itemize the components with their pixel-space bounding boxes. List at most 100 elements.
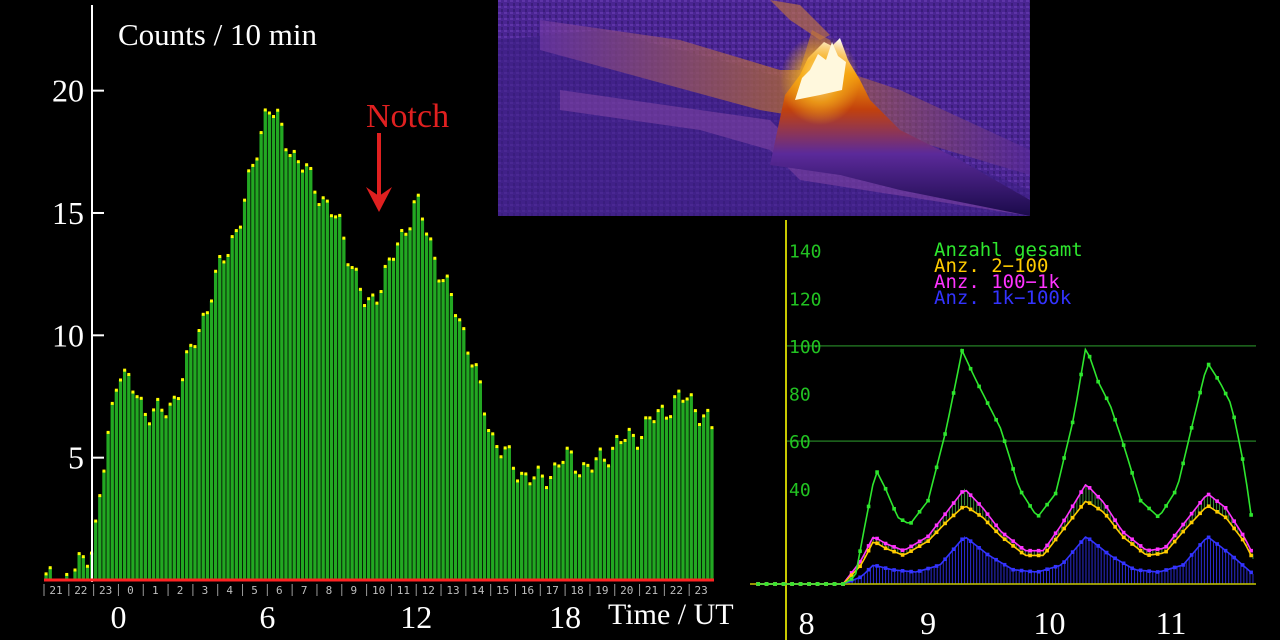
histogram-bar-top xyxy=(152,408,156,412)
histogram-bar xyxy=(313,192,317,580)
histogram-bar-top xyxy=(644,416,648,420)
histogram-hour-label: 16 xyxy=(521,584,534,597)
histogram-bar xyxy=(524,473,528,580)
histogram-bar xyxy=(143,414,147,580)
series-point xyxy=(1011,567,1015,572)
histogram-bar-top xyxy=(540,474,544,478)
histogram-bar-top xyxy=(462,327,466,331)
series-point xyxy=(960,537,964,542)
histogram-bar-top xyxy=(635,446,639,450)
series-point xyxy=(1164,544,1168,549)
histogram-bar-top xyxy=(487,428,491,432)
histogram-bar-top xyxy=(598,447,602,451)
series-point xyxy=(1121,535,1126,540)
legend-entry: Anzahl gesamt xyxy=(934,239,1083,261)
histogram-bar xyxy=(511,468,516,580)
histogram-bar xyxy=(321,197,325,580)
series-point xyxy=(1155,570,1160,574)
series-point xyxy=(1028,569,1032,574)
histogram-hour-label: 21 xyxy=(645,584,658,597)
histogram-bar xyxy=(333,216,338,580)
histogram-bar xyxy=(371,295,375,580)
histogram-bar-top xyxy=(106,430,110,434)
series-point xyxy=(858,564,862,569)
series-point xyxy=(1036,513,1041,518)
histogram-bar-top xyxy=(396,242,400,246)
histogram-bar-top xyxy=(458,318,462,322)
histogram-bar-top xyxy=(238,225,242,229)
histogram-bar xyxy=(582,463,586,580)
histogram-hour-label: 15 xyxy=(496,584,509,597)
histogram-bar xyxy=(151,409,156,580)
series-point xyxy=(977,502,981,506)
histogram-bar-top xyxy=(445,274,449,278)
series-point xyxy=(866,548,871,553)
series-point xyxy=(1011,467,1015,471)
histogram-bar xyxy=(668,416,673,580)
series-point xyxy=(1155,514,1160,519)
histogram-bar xyxy=(242,200,247,580)
histogram-bar xyxy=(449,294,454,580)
histogram-bar xyxy=(329,215,334,580)
series-point xyxy=(1215,499,1219,503)
histogram-bar-top xyxy=(350,266,354,270)
series-point xyxy=(1087,501,1092,505)
histogram-x-tick-label: 0 xyxy=(110,599,126,635)
histogram-y-tick-label: 5 xyxy=(68,440,84,476)
histogram-bar xyxy=(429,238,433,580)
line-chart-y-tick-label: 40 xyxy=(789,480,811,501)
histogram-bar-top xyxy=(185,350,189,354)
histogram-bar xyxy=(590,471,594,580)
series-point xyxy=(1011,544,1015,548)
histogram-bar-top xyxy=(578,474,582,478)
histogram-bar xyxy=(611,448,615,580)
series-point xyxy=(985,401,990,405)
series-point xyxy=(1198,511,1202,516)
series-point xyxy=(1223,391,1228,396)
series-point xyxy=(1053,491,1058,496)
series-point xyxy=(1240,563,1245,567)
series-point xyxy=(773,582,777,586)
histogram-bar-top xyxy=(425,232,429,236)
histogram-bar-top xyxy=(545,486,548,490)
histogram-bar xyxy=(280,124,284,580)
series-point xyxy=(1240,532,1245,537)
series-point xyxy=(926,539,930,543)
series-point xyxy=(1130,566,1134,571)
series-point xyxy=(1062,518,1066,523)
histogram-bar-top xyxy=(156,397,160,401)
histogram-bar-top xyxy=(193,345,197,349)
histogram-bar xyxy=(218,256,222,580)
histogram-bar xyxy=(185,351,189,580)
series-point xyxy=(1147,548,1151,553)
histogram-bar xyxy=(276,110,280,580)
histogram-bar-top xyxy=(94,519,98,523)
histogram-bar-top xyxy=(656,409,660,413)
histogram-bar xyxy=(164,416,168,580)
series-point xyxy=(917,509,922,514)
series-point xyxy=(994,529,998,534)
histogram-bar-top xyxy=(127,372,131,376)
series-point xyxy=(1138,548,1143,553)
histogram-bar-top xyxy=(119,378,123,382)
histogram-bar xyxy=(532,477,536,580)
series-point xyxy=(1189,520,1194,525)
histogram-bar xyxy=(569,451,573,580)
legend-entry: Anz. 2−100 xyxy=(934,255,1048,277)
series-point xyxy=(1062,560,1066,564)
histogram-bar xyxy=(648,417,652,580)
series-point xyxy=(1215,542,1219,546)
series-point xyxy=(1113,417,1117,422)
histogram-bar xyxy=(85,566,90,580)
histogram-bar-top xyxy=(255,157,259,161)
histogram-bar xyxy=(416,195,420,580)
series-point xyxy=(909,549,913,553)
histogram-bar xyxy=(267,113,272,580)
series-point xyxy=(1232,519,1236,523)
series-point xyxy=(1079,505,1083,509)
histogram-bar xyxy=(106,432,110,580)
histogram-bar-top xyxy=(702,414,706,418)
histogram-bar xyxy=(73,570,77,580)
series-point xyxy=(1155,547,1160,552)
histogram-bar xyxy=(284,149,288,580)
